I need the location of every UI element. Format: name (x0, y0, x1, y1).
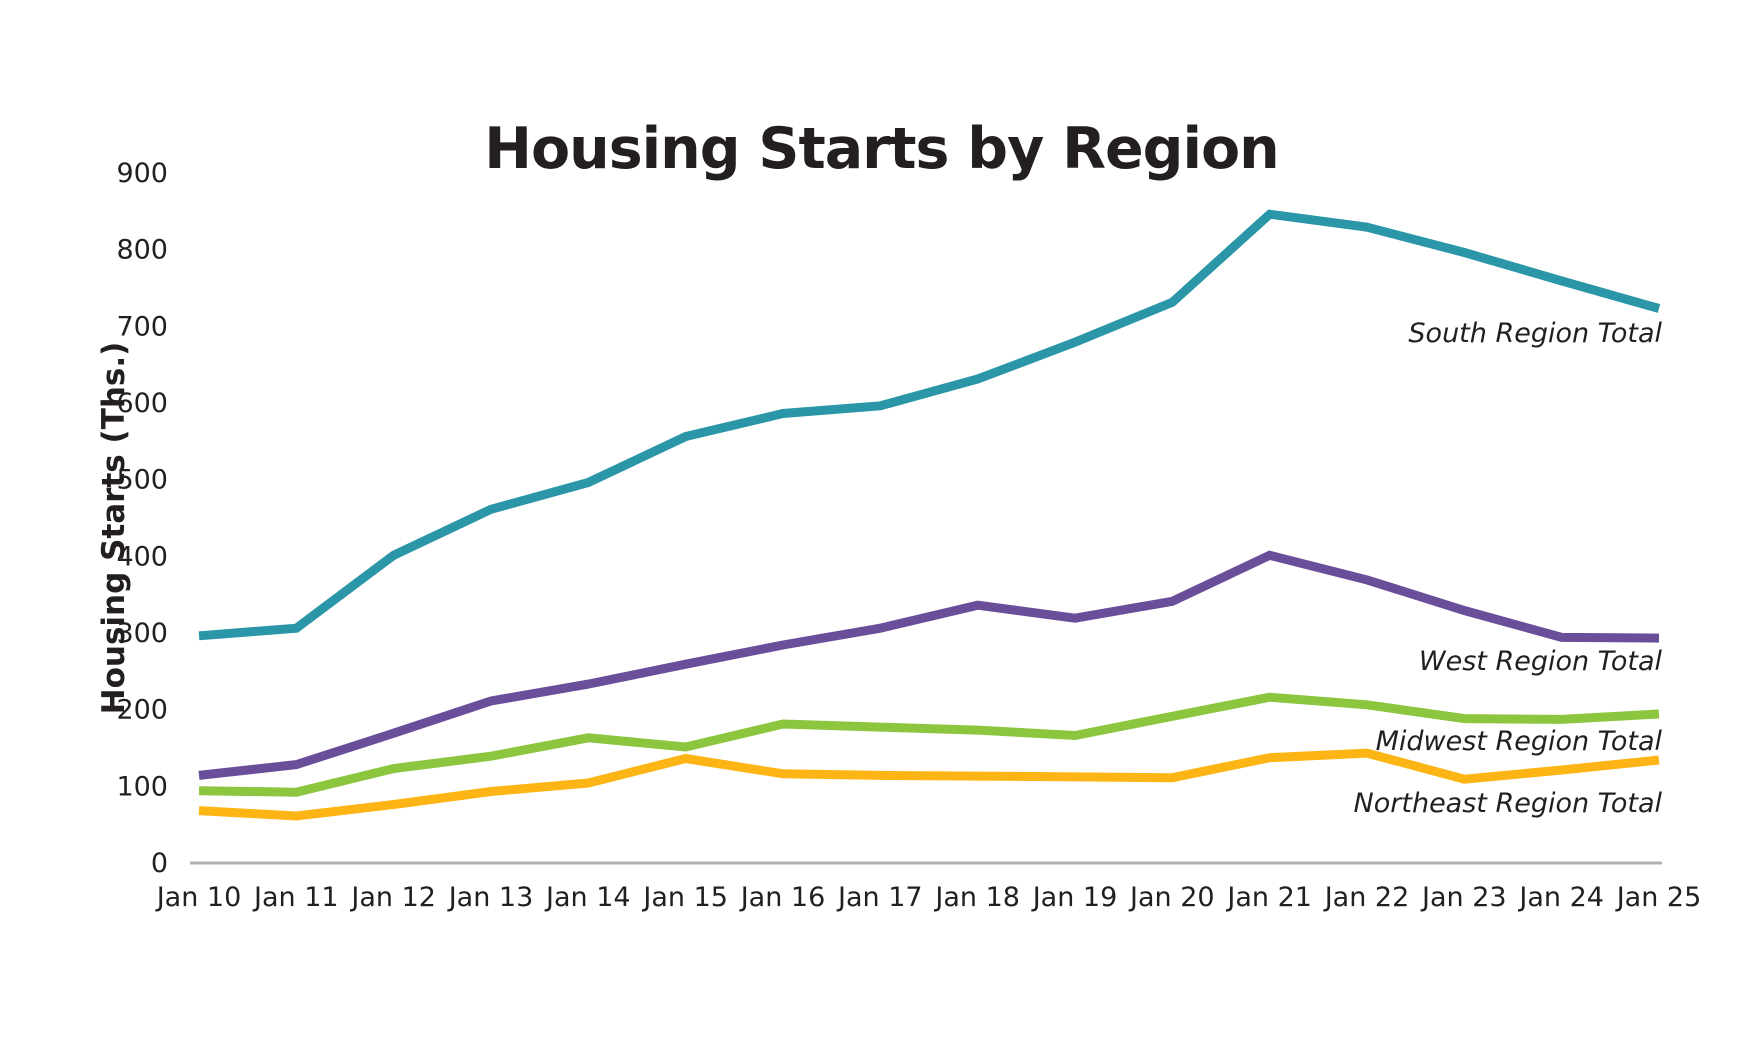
y-tick-label: 500 (116, 465, 168, 496)
chart-title: Housing Starts by Region (484, 116, 1279, 182)
x-tick-label: Jan 10 (155, 882, 242, 913)
y-tick-label: 300 (116, 618, 168, 649)
series-label-south-region: South Region Total (1408, 318, 1662, 349)
series-line-midwest-region-total (198, 692, 1660, 797)
series-line-northeast-region-total (198, 748, 1660, 821)
x-tick-label: Jan 18 (933, 882, 1020, 913)
series-line-west-region-total (198, 550, 1660, 780)
y-tick-label: 400 (116, 541, 168, 572)
series-label-west-region: West Region Total (1418, 646, 1662, 677)
x-tick-label: Jan 14 (544, 882, 631, 913)
x-tick-label: Jan 17 (836, 882, 923, 913)
x-tick-label: Jan 24 (1517, 882, 1604, 913)
x-tick-label: Jan 25 (1615, 882, 1702, 913)
series-label-northeast-region: Northeast Region Total (1353, 788, 1662, 819)
y-tick-label: 700 (116, 311, 168, 342)
x-tick-label: Jan 11 (252, 882, 339, 913)
x-tick-label: Jan 13 (447, 882, 534, 913)
y-tick-label: 100 (116, 771, 168, 802)
x-tick-label: Jan 19 (1031, 882, 1118, 913)
x-tick-label: Jan 12 (349, 882, 436, 913)
y-tick-label: 0 (151, 848, 168, 879)
y-tick-label: 200 (116, 695, 168, 726)
series-line-south-region-total (198, 209, 1661, 641)
y-tick-label: 900 (116, 158, 168, 189)
x-tick-label: Jan 15 (641, 882, 728, 913)
y-tick-label: 600 (116, 388, 168, 419)
x-tick-label: Jan 21 (1225, 882, 1312, 913)
x-tick-label: Jan 20 (1128, 882, 1215, 913)
x-tick-label: Jan 16 (739, 882, 826, 913)
y-tick-label: 800 (116, 235, 168, 266)
x-tick-label: Jan 22 (1323, 882, 1410, 913)
series-label-midwest-region: Midwest Region Total (1375, 726, 1662, 757)
x-tick-label: Jan 23 (1420, 882, 1507, 913)
